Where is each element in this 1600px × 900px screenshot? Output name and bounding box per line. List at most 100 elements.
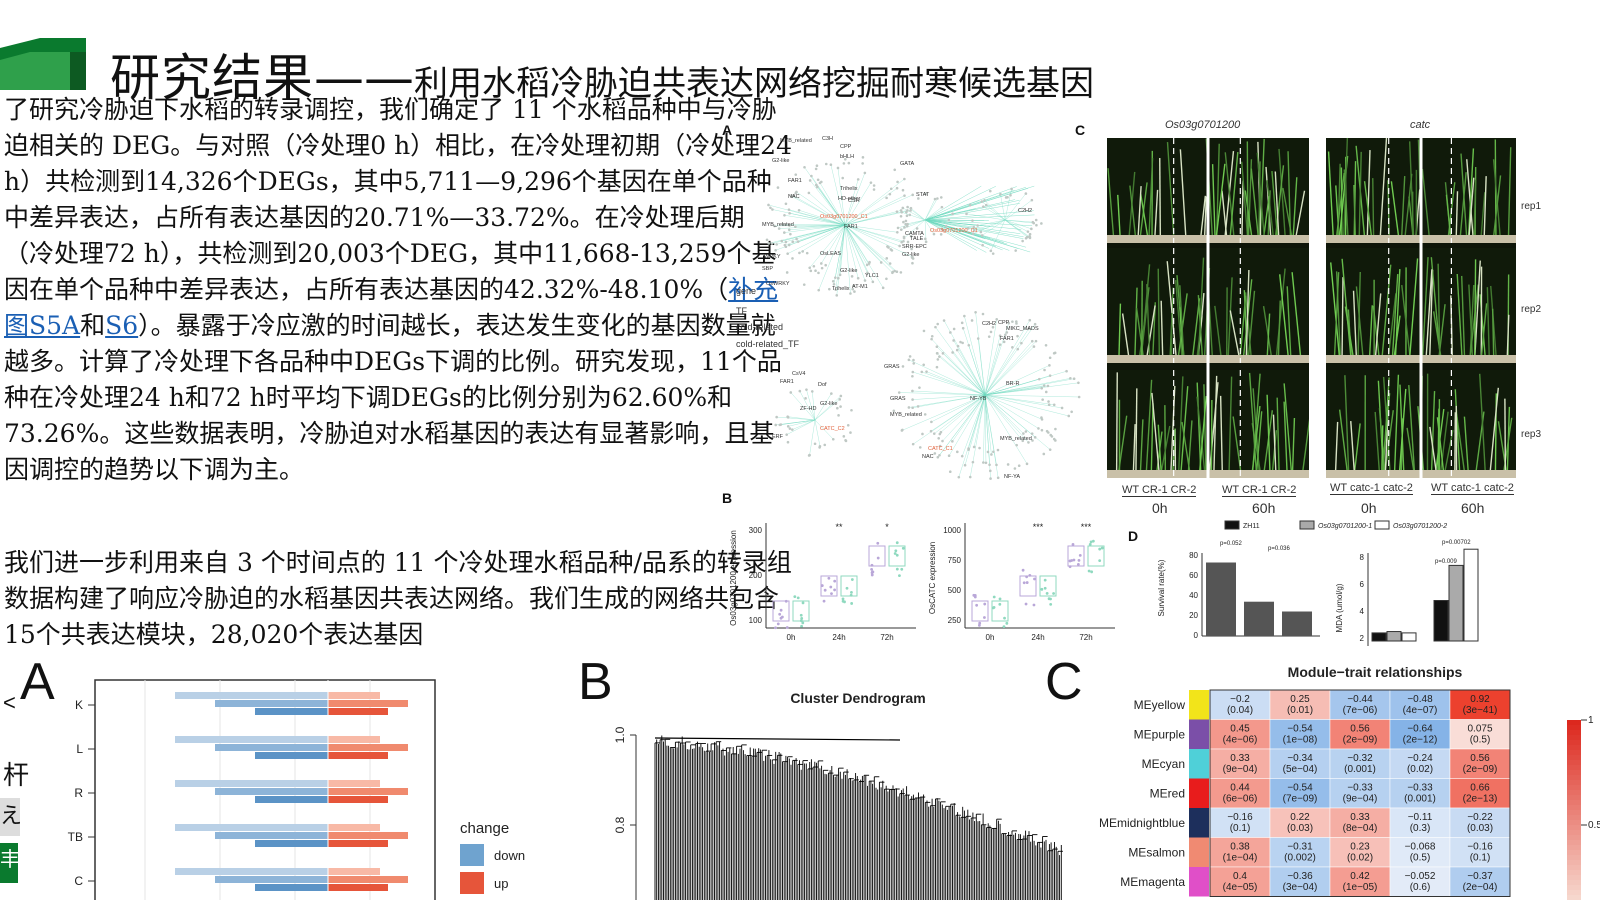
network-edge: [930, 394, 986, 432]
network-node-label: YLC1: [865, 273, 879, 279]
network-node: [983, 199, 986, 202]
box-point: [778, 612, 782, 616]
row-label: K: [75, 698, 83, 712]
network-edge: [940, 394, 986, 433]
plant-leaf: [1115, 372, 1118, 473]
cell-pvalue: (2e−09): [1343, 735, 1378, 746]
network-node: [1054, 427, 1057, 431]
bar: [1371, 632, 1387, 642]
plant-leaf: [1374, 411, 1381, 473]
plant-leaf: [1350, 421, 1356, 473]
box-point: [1025, 581, 1029, 584]
network-edge: [984, 394, 1024, 434]
scale-bar-segment: [1567, 810, 1581, 815]
bar-down: [255, 840, 328, 847]
network-node: [908, 355, 912, 358]
title-sub: 利用水稻冷胁迫共表达网络挖掘耐寒候选基因: [414, 64, 1094, 104]
module-label: MEpurple: [1134, 727, 1186, 741]
bar-up: [328, 824, 380, 831]
network-node: [1065, 369, 1068, 373]
network-edge: [844, 172, 866, 226]
p-value: p=0.009: [1435, 559, 1458, 565]
plant-leaf: [1164, 405, 1167, 473]
plant-leaf: [1140, 264, 1151, 358]
plant-leaf: [1429, 269, 1434, 358]
link-supp-fig-s6[interactable]: S6: [105, 311, 139, 340]
network-node: [978, 446, 981, 450]
plant-leaf: [1146, 305, 1156, 358]
link-supp-fig-s5a[interactable]: 补充图S5A: [4, 275, 779, 340]
network-node: [995, 317, 999, 321]
network-node: [839, 405, 842, 408]
cell-pvalue: (0.02): [1407, 764, 1433, 775]
rep-label-2: rep2: [1521, 304, 1542, 315]
bar-down: [215, 788, 328, 795]
network-node: [911, 255, 914, 259]
network-node: [888, 262, 892, 265]
scale-bar-segment: [1567, 875, 1581, 880]
plant-leaf: [1263, 195, 1270, 238]
network-node-label: CsV4: [792, 371, 805, 377]
network-node: [810, 174, 813, 178]
box-point: [1071, 543, 1075, 546]
heatmap-cell: [1329, 748, 1391, 779]
network-node: [861, 156, 865, 159]
module-color: [1189, 808, 1209, 838]
network-node: [1040, 222, 1043, 225]
network-edge: [924, 219, 997, 247]
bar-up: [328, 780, 380, 787]
plant-leaf: [1229, 152, 1239, 238]
network-node: [944, 224, 948, 228]
plant-leaf: [1461, 275, 1466, 358]
plant-leaf: [1118, 303, 1122, 358]
plant-leaf: [1430, 391, 1436, 473]
network-node: [999, 192, 1002, 196]
plant-leaf: [1259, 138, 1265, 238]
network-edge: [897, 219, 926, 229]
network-node-label: MYB_related: [1000, 436, 1032, 442]
network-edge: [912, 394, 986, 400]
network-node: [908, 213, 912, 217]
scale-bar-segment: [1567, 765, 1581, 770]
network-edge: [984, 378, 1075, 396]
network-node: [861, 162, 864, 165]
network-node: [1041, 398, 1044, 401]
network-node: [777, 227, 781, 230]
y-tick-label: 0: [1194, 631, 1199, 640]
x-tick-label: 24h: [1031, 633, 1044, 642]
network-node: [1069, 377, 1072, 380]
heatmap-title: Module−trait relationships: [1288, 664, 1463, 680]
box-point: [841, 597, 845, 601]
network-node: [1021, 239, 1024, 243]
network-node: [871, 280, 875, 284]
network-edge: [924, 219, 984, 226]
network-edge: [984, 394, 1023, 441]
box-point: [894, 549, 898, 553]
cell-value: −0.33: [1407, 783, 1433, 794]
network-node-label: FAR1: [844, 224, 858, 230]
photo-col1-title: Os03g0701200: [1165, 119, 1241, 131]
heatmap-cell: [1389, 778, 1451, 809]
network-node-label: Trihelix: [832, 286, 850, 292]
box-point: [799, 619, 803, 623]
network-node: [879, 261, 883, 264]
title-decoration: [0, 38, 86, 90]
network-node: [835, 294, 839, 297]
plant-leaf: [1244, 292, 1252, 358]
network-node: [818, 446, 821, 449]
scale-bar-segment: [1567, 760, 1581, 765]
box: [840, 575, 858, 597]
box: [888, 545, 906, 567]
network-node: [899, 271, 903, 274]
network-node: [938, 355, 941, 358]
network-node-label: Os03g0701200_C1: [930, 228, 978, 234]
plant-photo-os03g0701200: [1107, 138, 1309, 478]
bar: [1244, 601, 1274, 636]
network-node: [815, 164, 819, 168]
network-edge: [931, 338, 986, 396]
network-figure: MYB_related C3H CPP G2-like bHLH GATA FAR1 Trih…: [760, 120, 1081, 480]
box-point: [1028, 573, 1032, 577]
plant-leaf: [1177, 293, 1188, 358]
network-node: [1044, 344, 1048, 347]
